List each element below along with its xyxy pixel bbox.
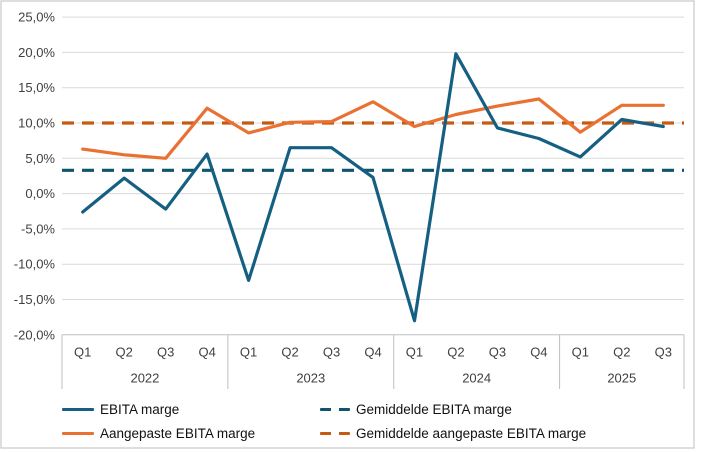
x-quarter-label: Q3 <box>655 345 672 360</box>
y-tick-label: 10,0% <box>18 116 55 131</box>
line-swatch-ebita-marge <box>62 407 94 412</box>
y-tick-label: -10,0% <box>14 257 56 272</box>
legend-label: Gemiddelde EBITA marge <box>356 402 512 417</box>
x-quarter-label: Q2 <box>447 345 464 360</box>
y-tick-label: -5,0% <box>21 221 55 236</box>
x-quarter-label: Q2 <box>281 345 298 360</box>
legend-label: Gemiddelde aangepaste EBITA marge <box>356 426 587 441</box>
x-quarter-label: Q4 <box>198 345 215 360</box>
x-quarter-label: Q3 <box>323 345 340 360</box>
x-quarter-label: Q4 <box>364 345 381 360</box>
dashed-line-swatch-gemiddelde-aangepaste-ebita-marge <box>320 431 350 436</box>
legend-item-gemiddelde-aangepaste-ebita-marge[interactable]: Gemiddelde aangepaste EBITA marge <box>320 423 586 444</box>
legend-item-gemiddelde-ebita-marge[interactable]: Gemiddelde EBITA marge <box>320 399 586 420</box>
line-swatch-aangepaste-ebita-marge <box>62 431 94 436</box>
legend-label: EBITA marge <box>100 402 180 417</box>
y-tick-label: 25,0% <box>18 10 55 25</box>
x-quarter-label: Q1 <box>406 345 423 360</box>
y-tick-label: 15,0% <box>18 80 55 95</box>
y-tick-label: -20,0% <box>14 327 56 342</box>
legend-label: Aangepaste EBITA marge <box>100 426 256 441</box>
x-quarter-label: Q1 <box>572 345 589 360</box>
x-quarter-label: Q3 <box>157 345 174 360</box>
y-tick-label: 20,0% <box>18 45 55 60</box>
x-quarter-label: Q4 <box>530 345 547 360</box>
series-line-aangepaste-ebita-marge <box>81 97 665 160</box>
x-year-label: 2023 <box>296 371 325 386</box>
x-year-label: 2025 <box>607 371 636 386</box>
x-year-label: 2024 <box>462 371 491 386</box>
y-tick-label: 5,0% <box>25 151 55 166</box>
x-year-label: 2022 <box>130 371 159 386</box>
legend-column-solid: EBITA marge Aangepaste EBITA marge <box>62 399 255 444</box>
x-quarter-label: Q1 <box>240 345 257 360</box>
x-quarter-label: Q2 <box>116 345 133 360</box>
legend-column-dashed: Gemiddelde EBITA marge Gemiddelde aangep… <box>320 399 586 444</box>
legend-item-aangepaste-ebita-marge[interactable]: Aangepaste EBITA marge <box>62 423 255 444</box>
legend-item-ebita-marge[interactable]: EBITA marge <box>62 399 255 420</box>
y-tick-label: 0,0% <box>25 186 55 201</box>
x-quarter-label: Q2 <box>613 345 630 360</box>
series-line-ebita-marge <box>81 52 665 323</box>
y-tick-label: -15,0% <box>14 292 56 307</box>
x-quarter-label: Q3 <box>489 345 506 360</box>
dashed-line-swatch-gemiddelde-ebita-marge <box>320 407 350 412</box>
x-quarter-label: Q1 <box>74 345 91 360</box>
